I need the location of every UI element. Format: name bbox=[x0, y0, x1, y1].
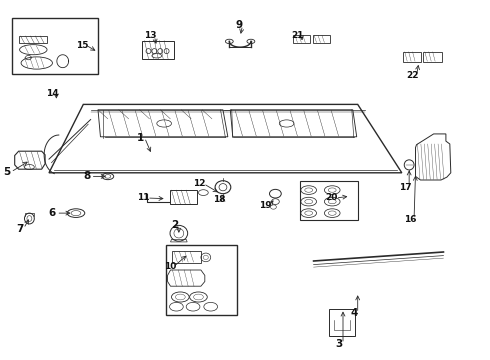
Text: 1: 1 bbox=[137, 132, 144, 143]
Text: 5: 5 bbox=[3, 167, 10, 177]
Bar bbox=[172, 251, 201, 263]
Text: 16: 16 bbox=[404, 215, 416, 224]
Bar bbox=[170, 190, 197, 204]
Text: 10: 10 bbox=[164, 262, 176, 271]
Text: 4: 4 bbox=[350, 308, 358, 318]
Bar bbox=[293, 35, 310, 43]
Bar bbox=[329, 309, 355, 336]
Text: 14: 14 bbox=[46, 89, 59, 98]
Bar bbox=[300, 181, 358, 220]
Text: 3: 3 bbox=[336, 339, 343, 349]
Text: 11: 11 bbox=[137, 194, 149, 202]
Bar bbox=[313, 35, 330, 43]
Text: 21: 21 bbox=[291, 31, 304, 40]
Text: 13: 13 bbox=[144, 31, 157, 40]
Bar bbox=[423, 52, 442, 62]
Bar bbox=[403, 52, 421, 62]
Bar bbox=[142, 41, 174, 59]
Text: 18: 18 bbox=[213, 195, 225, 204]
Text: 22: 22 bbox=[406, 71, 419, 80]
Text: 7: 7 bbox=[16, 224, 24, 234]
Text: 15: 15 bbox=[75, 40, 88, 49]
Text: 9: 9 bbox=[235, 20, 242, 30]
Text: 2: 2 bbox=[172, 220, 178, 230]
Text: 19: 19 bbox=[259, 201, 272, 210]
Bar bbox=[166, 245, 237, 315]
Text: 12: 12 bbox=[193, 179, 206, 188]
Text: 8: 8 bbox=[83, 171, 90, 181]
Text: 6: 6 bbox=[49, 208, 56, 218]
Text: 20: 20 bbox=[325, 194, 338, 202]
Bar bbox=[12, 18, 98, 74]
Text: 17: 17 bbox=[399, 183, 412, 192]
